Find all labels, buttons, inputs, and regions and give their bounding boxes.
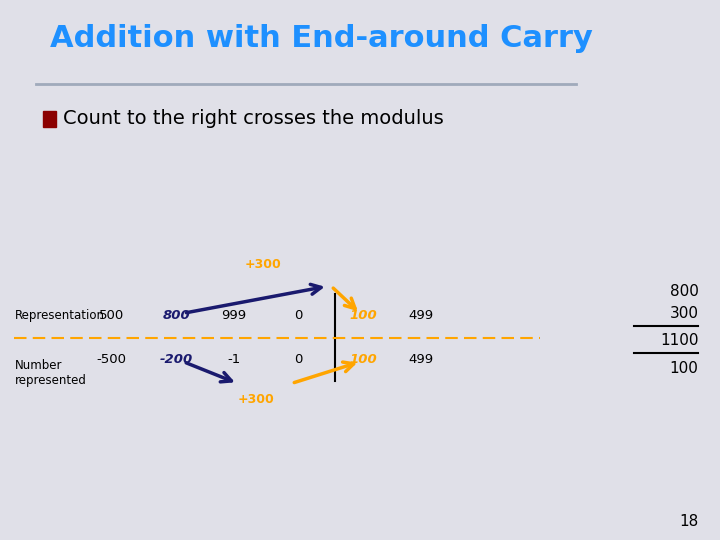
Text: 100: 100: [670, 361, 698, 376]
Text: 800: 800: [670, 284, 698, 299]
Text: 0: 0: [294, 353, 303, 366]
Text: 499: 499: [409, 353, 433, 366]
Text: Addition with End-around Carry: Addition with End-around Carry: [50, 24, 593, 53]
Text: +300: +300: [244, 258, 282, 271]
Text: Representation: Representation: [14, 309, 104, 322]
Text: 18: 18: [679, 514, 698, 529]
Text: 800: 800: [163, 309, 190, 322]
Text: Number
represented: Number represented: [14, 359, 86, 387]
Text: 300: 300: [670, 306, 698, 321]
Text: 499: 499: [409, 309, 433, 322]
Text: 0: 0: [294, 309, 303, 322]
Text: -1: -1: [228, 353, 240, 366]
Text: 1100: 1100: [660, 333, 698, 348]
Text: Count to the right crosses the modulus: Count to the right crosses the modulus: [63, 109, 444, 129]
Text: -500: -500: [96, 353, 127, 366]
Text: 100: 100: [350, 353, 377, 366]
Text: 100: 100: [350, 309, 377, 322]
Text: 500: 500: [99, 309, 125, 322]
Bar: [43, 111, 56, 127]
Text: +300: +300: [237, 393, 274, 406]
Text: 999: 999: [222, 309, 246, 322]
Text: -200: -200: [160, 353, 193, 366]
